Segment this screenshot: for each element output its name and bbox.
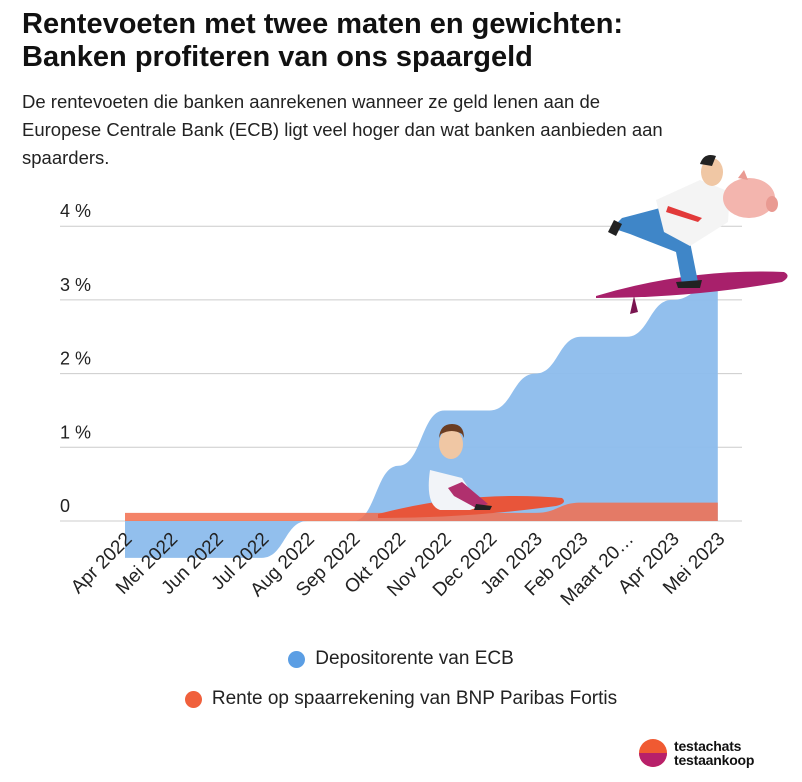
y-tick-label: 1 % (60, 422, 91, 442)
bnp-area (125, 502, 718, 521)
y-tick-label: 3 % (60, 275, 91, 295)
legend-bnp-dot (184, 690, 202, 708)
brand-name-1: testachats (674, 738, 742, 754)
legend-item-ecb: Depositorente van ECB (0, 648, 802, 670)
page-title: Rentevoeten met twee maten en gewichten:… (22, 8, 792, 74)
testachats-logo-icon (639, 739, 667, 767)
brand-logo: testachats testaankoop (638, 738, 754, 768)
legend-ecb-dot (288, 650, 306, 668)
y-axis-ticks: 0 1 % 2 % 3 % 4 % (60, 201, 91, 516)
illustrations (378, 155, 788, 518)
man-with-piggy-bank-illustration (596, 155, 788, 314)
chart-subtitle: De rentevoeten die banken aanrekenen wan… (22, 91, 663, 168)
title-line-2: Banken profiteren van ons spaargeld (22, 41, 533, 73)
y-tick-label: 4 % (60, 201, 91, 221)
y-tick-label: 0 (60, 496, 70, 516)
data-areas (125, 281, 718, 558)
y-tick-label: 2 % (60, 349, 91, 369)
ecb-area (125, 281, 718, 558)
brand-name-2: testaankoop (674, 752, 755, 768)
sitting-man-illustration (378, 424, 564, 518)
legend-ecb-label: Depositorente van ECB (315, 648, 514, 669)
title-line-1: Rentevoeten met twee maten en gewichten: (22, 8, 624, 40)
legend-item-bnp: Rente op spaarrekening van BNP Paribas F… (0, 688, 802, 710)
legend-bnp-label: Rente op spaarrekening van BNP Paribas F… (211, 688, 618, 709)
